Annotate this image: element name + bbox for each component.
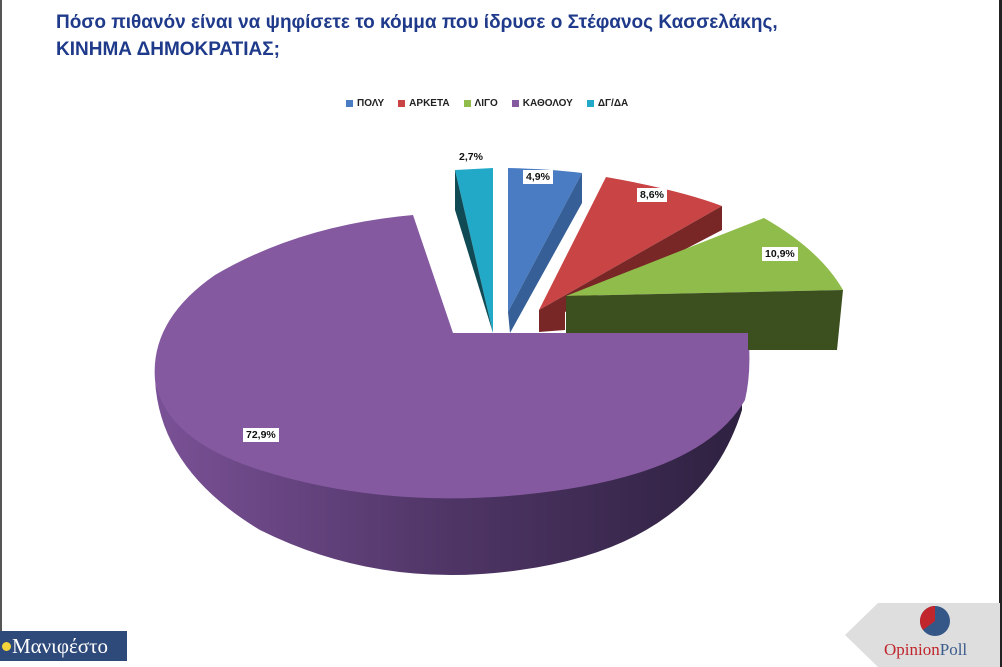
label-poly: 4,9% (523, 170, 553, 184)
opinionpoll-pie-icon (919, 606, 950, 636)
manifesto-logo: Μανιφέστο (0, 631, 127, 661)
frame-right-border (999, 0, 1002, 667)
slice-ligo (566, 218, 843, 350)
legend-item-poly: ΠΟΛΥ (346, 98, 384, 109)
legend-label-arketa: ΑΡΚΕΤΑ (409, 98, 450, 109)
opinionpoll-logo-text: OpinionPoll (884, 640, 967, 660)
legend-label-katholou: ΚΑΘΟΛΟΥ (522, 98, 573, 109)
legend-item-arketa: ΑΡΚΕΤΑ (398, 98, 450, 109)
label-katholou: 72,9% (243, 428, 279, 442)
opinionpoll-badge-bg (845, 603, 1000, 667)
legend-item-ligo: ΛΙΓΟ (463, 98, 498, 109)
label-dgda: 2,7% (456, 150, 486, 164)
slice-poly (508, 168, 582, 333)
legend-item-dgda: ΔΓ/ΔΑ (586, 98, 629, 109)
legend-label-poly: ΠΟΛΥ (357, 98, 385, 109)
legend-swatch-arketa (398, 100, 406, 107)
chart-legend: ΠΟΛΥ ΑΡΚΕΤΑ ΛΙΓΟ ΚΑΘΟΛΟΥ ΔΓ/ΔΑ (346, 98, 628, 109)
opinionpoll-logo-text-b: Poll (939, 640, 968, 659)
manifesto-logo-text: Μανιφέστο (12, 633, 109, 658)
manifesto-logo-dot-icon (2, 641, 11, 651)
label-arketa: 8,6% (637, 188, 667, 202)
slice-dgda (455, 168, 493, 333)
legend-swatch-katholou (511, 100, 519, 107)
legend-swatch-dgda (586, 100, 594, 107)
legend-label-ligo: ΛΙΓΟ (474, 98, 498, 109)
label-ligo: 10,9% (762, 247, 798, 261)
chart-title-line2: ΚΙΝΗΜΑ ΔΗΜΟΚΡΑΤΙΑΣ; (56, 39, 281, 60)
legend-swatch-poly (346, 100, 353, 107)
frame-left-border (0, 0, 2, 640)
legend-swatch-ligo (463, 100, 471, 107)
opinionpoll-logo-text-a: Opinion (884, 640, 940, 659)
legend-label-dgda: ΔΓ/ΔΑ (597, 98, 629, 109)
chart-title-line1: Πόσο πιθανόν είναι να ψηφίσετε το κόμμα … (56, 12, 778, 33)
chart-title: Πόσο πιθανόν είναι να ψηφίσετε το κόμμα … (56, 9, 956, 63)
legend-item-katholou: ΚΑΘΟΛΟΥ (511, 98, 573, 109)
slice-katholou (154, 215, 750, 575)
